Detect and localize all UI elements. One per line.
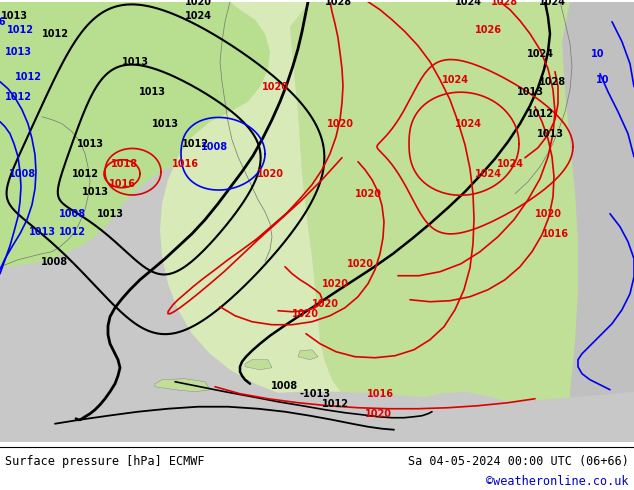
Text: 1008: 1008 (271, 381, 299, 391)
Text: Sa 04-05-2024 00:00 UTC (06+66): Sa 04-05-2024 00:00 UTC (06+66) (408, 455, 629, 467)
Text: 1013: 1013 (122, 57, 148, 67)
Text: 1020: 1020 (311, 299, 339, 309)
Text: 1024: 1024 (526, 49, 553, 59)
Polygon shape (155, 379, 210, 392)
Text: 1026: 1026 (474, 24, 501, 35)
Polygon shape (0, 2, 295, 267)
Text: 1008: 1008 (202, 142, 229, 152)
Text: 1020: 1020 (184, 0, 212, 7)
Text: 1012: 1012 (15, 72, 41, 82)
Text: 1020: 1020 (257, 169, 283, 179)
Text: 1024: 1024 (474, 169, 501, 179)
Text: 1008: 1008 (58, 209, 86, 219)
Text: 1012: 1012 (41, 29, 68, 39)
Text: 1020: 1020 (327, 119, 354, 129)
Text: 1013: 1013 (138, 87, 165, 97)
Text: 1020: 1020 (534, 209, 562, 219)
Text: 1020: 1020 (261, 82, 288, 92)
Text: 1016: 1016 (172, 159, 198, 169)
Polygon shape (290, 2, 634, 441)
Text: 1013: 1013 (77, 139, 103, 149)
Text: 1024: 1024 (496, 159, 524, 169)
Text: 1013: 1013 (82, 187, 108, 196)
Text: 1013: 1013 (1, 11, 27, 21)
Text: 1013: 1013 (517, 87, 543, 97)
Text: 1008: 1008 (41, 257, 68, 267)
Text: 1028: 1028 (538, 77, 566, 87)
Text: 1012: 1012 (526, 109, 553, 119)
Text: 1008: 1008 (8, 169, 36, 179)
Polygon shape (562, 2, 634, 441)
Text: 1024: 1024 (441, 75, 469, 85)
Text: 1012: 1012 (181, 139, 209, 149)
Text: 1016: 1016 (541, 229, 569, 239)
Text: 1016: 1016 (108, 179, 136, 189)
Text: 1012: 1012 (321, 399, 349, 409)
Text: 1018: 1018 (112, 159, 139, 169)
Text: 1020: 1020 (347, 259, 373, 269)
Text: 1012: 1012 (6, 24, 34, 35)
Text: ©weatheronline.co.uk: ©weatheronline.co.uk (486, 475, 629, 488)
Text: -1013: -1013 (299, 389, 330, 399)
Text: 1024: 1024 (538, 0, 566, 7)
Polygon shape (245, 360, 272, 370)
Text: 1020: 1020 (365, 409, 392, 419)
Text: 1020: 1020 (321, 279, 349, 289)
Text: 1016: 1016 (366, 389, 394, 399)
Text: 1028: 1028 (325, 0, 352, 7)
Text: 10: 10 (592, 49, 605, 59)
Text: 1020: 1020 (292, 309, 318, 318)
Polygon shape (160, 2, 355, 407)
Text: 1012: 1012 (72, 169, 98, 179)
Polygon shape (298, 350, 318, 360)
Text: 1013: 1013 (536, 129, 564, 139)
Text: 16: 16 (0, 17, 7, 27)
Text: 1024: 1024 (455, 0, 481, 7)
Text: 1013: 1013 (96, 209, 124, 219)
Text: 1012: 1012 (58, 227, 86, 237)
Text: Surface pressure [hPa] ECMWF: Surface pressure [hPa] ECMWF (5, 455, 205, 467)
Text: 1024: 1024 (184, 11, 212, 21)
Text: 1013: 1013 (4, 47, 32, 57)
Text: 1013: 1013 (29, 227, 56, 237)
Text: 10: 10 (596, 75, 610, 85)
Text: 1013: 1013 (152, 119, 179, 129)
Polygon shape (0, 377, 634, 441)
Text: 1012: 1012 (4, 92, 32, 102)
Text: 1020: 1020 (354, 189, 382, 199)
Text: 1024: 1024 (455, 119, 481, 129)
Text: 1028: 1028 (491, 0, 519, 7)
